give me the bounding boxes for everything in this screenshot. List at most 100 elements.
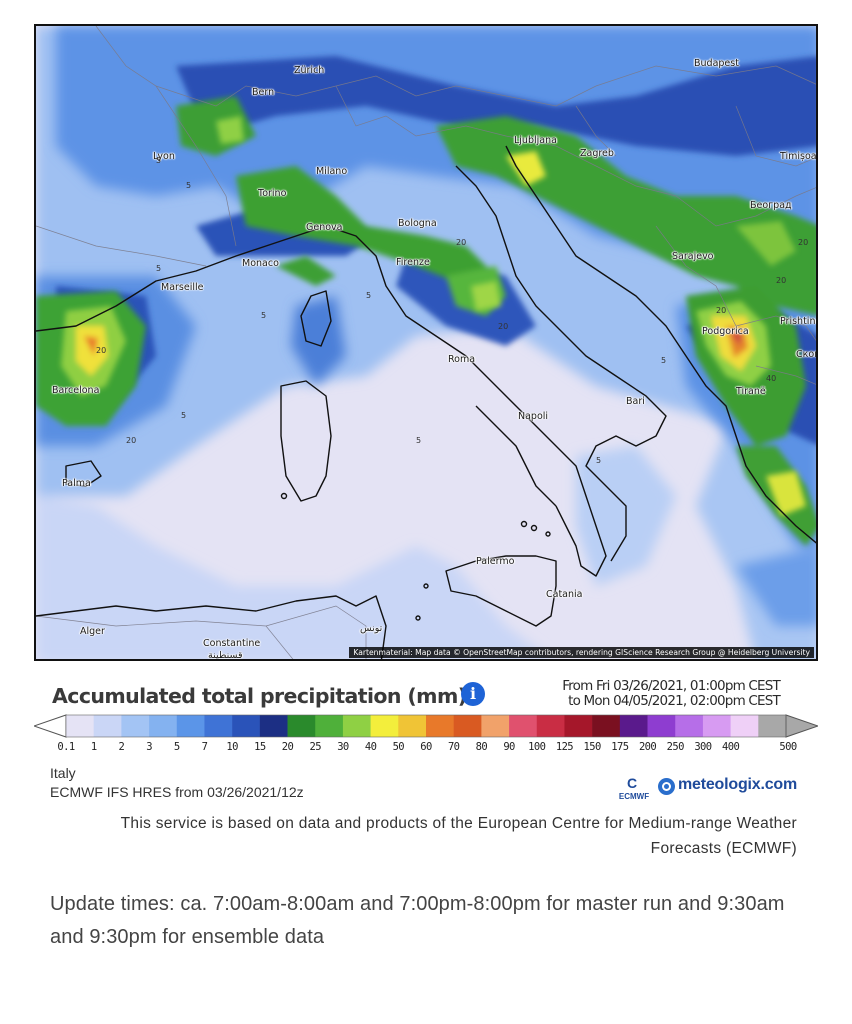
scale-swatch: [481, 715, 510, 737]
scale-swatch: [675, 715, 704, 737]
contour-label: 5: [416, 436, 422, 445]
scale-tick-label: 0.1: [57, 741, 75, 753]
scale-swatch: [259, 715, 288, 737]
contour-label: 5: [596, 456, 602, 465]
city-label: Alger: [80, 626, 105, 637]
city-label: Roma: [448, 354, 475, 365]
city-name: Podgorica: [702, 326, 749, 337]
scale-swatch: [647, 715, 676, 737]
scale-tick-label: 2: [118, 741, 125, 753]
scale-labels: 0.1 1 2 3 5 7 10 15 20 25 30 40 50 60 70 80 90 100 125 150 1…: [34, 741, 818, 757]
city-label: Palermo: [476, 556, 514, 567]
city-label: Marseille: [161, 282, 203, 293]
city-name: Budapest: [694, 58, 739, 69]
scale-swatch: [315, 715, 344, 737]
meteologix-globe-icon: [658, 778, 675, 795]
city-name: Firenze: [396, 257, 430, 268]
scale-swatch: [619, 715, 648, 737]
city-label: Tiranë: [736, 386, 766, 397]
city-name: قسنطينة: [208, 650, 243, 661]
city-label: Prishtinë: [780, 316, 816, 327]
ecmwf-logo-text: ECMWF: [618, 792, 650, 801]
city-label: Скопје: [796, 349, 816, 360]
city-name: Milano: [316, 166, 348, 177]
city-label: Barcelona: [52, 385, 99, 396]
city-label: Milano: [316, 166, 347, 177]
city-name: Zürich: [294, 65, 325, 76]
info-icon[interactable]: i: [461, 682, 485, 706]
scale-swatch: [398, 715, 427, 737]
city-label: Zagreb: [580, 148, 614, 159]
city-name: Bologna: [398, 218, 437, 229]
city-label: Bern: [252, 87, 274, 98]
city-name: Marseille: [161, 282, 204, 293]
city-label: Bari: [626, 396, 645, 407]
city-name: Constantine: [203, 638, 261, 649]
city-name: Torino: [258, 188, 287, 199]
scale-tick-label: 150: [583, 741, 602, 753]
city-label: Zürich: [294, 65, 324, 76]
contour-label: 20: [716, 306, 727, 315]
city-name: Tiranë: [736, 386, 766, 397]
update-times: Update times: ca. 7:00am-8:00am and 7:00…: [50, 893, 785, 948]
city-label: Monaco: [242, 258, 279, 269]
scale-tick-label: 7: [201, 741, 208, 753]
scale-swatch: [592, 715, 621, 737]
scale-swatch: [730, 715, 759, 737]
city-label: قسنطينة: [208, 650, 243, 661]
scale-tick-label: 250: [666, 741, 685, 753]
city-name: Genova: [306, 222, 343, 233]
city-label: تونس: [360, 623, 382, 634]
scale-tick-label: 80: [475, 741, 488, 753]
forecast-period: From Fri 03/26/2021, 01:00pm CEST to Mon…: [520, 679, 781, 709]
contour-label: 20: [798, 238, 809, 247]
period-to: to Mon 04/05/2021, 02:00pm CEST: [568, 693, 781, 709]
map-canvas: [36, 26, 816, 659]
scale-swatch: [232, 715, 261, 737]
city-name: Lyon: [153, 151, 175, 162]
contour-label: 5: [186, 181, 192, 190]
scale-swatch: [509, 715, 538, 737]
scale-tick-label: 25: [309, 741, 321, 753]
city-name: Београд: [750, 200, 792, 211]
contour-label: 5: [661, 356, 667, 365]
contour-label: 20: [96, 346, 107, 355]
contour-label: 20: [456, 238, 467, 247]
city-name: Roma: [448, 354, 476, 365]
contour-label: 5: [156, 156, 162, 165]
scale-tick-label: 300: [694, 741, 712, 753]
scale-swatch: [93, 715, 122, 737]
city-label: Torino: [258, 188, 286, 199]
city-name: Palermo: [476, 556, 515, 567]
scale-arrow-right: [785, 714, 818, 738]
city-label: Napoli: [518, 411, 548, 422]
scale-tick-label: 40: [364, 741, 377, 753]
region-name: Italy: [50, 765, 76, 781]
scale-swatch: [370, 715, 399, 737]
service-note: This service is based on data and produc…: [120, 815, 797, 857]
city-name: Скопје: [796, 349, 816, 360]
city-label: Firenze: [396, 257, 430, 268]
scale-tick-label: 100: [528, 741, 546, 753]
scale-swatch: [149, 715, 178, 737]
color-scale: [34, 714, 818, 738]
scale-swatch: [453, 715, 482, 737]
scale-arrow-left: [34, 714, 67, 738]
scale-swatch: [176, 715, 205, 737]
scale-tick-label: 500: [779, 741, 797, 753]
map-attribution[interactable]: Kartenmaterial: Map data © OpenStreetMap…: [349, 647, 814, 658]
city-label: Catania: [546, 589, 582, 600]
ecmwf-logo[interactable]: C ECMWF: [612, 776, 656, 804]
scale-swatch: [204, 715, 233, 737]
city-label: Sarajevo: [672, 251, 714, 262]
scale-swatch: [758, 715, 787, 737]
scale-tick-label: 400: [722, 741, 740, 753]
scale-tick-label: 200: [638, 741, 657, 753]
scale-tick-label: 175: [611, 741, 629, 753]
city-label: Timișoara: [780, 151, 816, 162]
contour-label: 20: [776, 276, 787, 285]
scale-tick-label: 10: [226, 741, 238, 753]
city-name: Ljubljana: [514, 135, 557, 146]
city-name: Sarajevo: [672, 251, 714, 262]
precipitation-map[interactable]: Zürich Bern Budapest Lyon Milano Ljubljana Zag…: [34, 24, 818, 661]
